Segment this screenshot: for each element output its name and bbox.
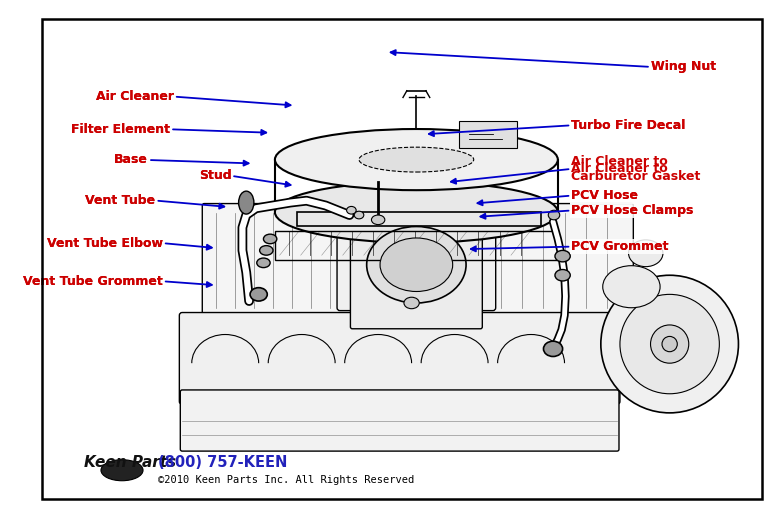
Ellipse shape: [354, 211, 363, 219]
FancyBboxPatch shape: [180, 390, 619, 451]
Ellipse shape: [628, 240, 663, 267]
Ellipse shape: [603, 266, 660, 308]
Ellipse shape: [544, 341, 563, 356]
Ellipse shape: [380, 238, 453, 292]
Ellipse shape: [275, 182, 557, 243]
Bar: [275, 231, 557, 260]
Text: Turbo Fire Decal: Turbo Fire Decal: [571, 119, 685, 132]
Text: Vent Tube Grommet: Vent Tube Grommet: [23, 275, 163, 288]
Text: Turbo Fire Decal: Turbo Fire Decal: [571, 119, 685, 132]
Text: Vent Tube Elbow: Vent Tube Elbow: [47, 237, 163, 250]
Text: Wing Nut: Wing Nut: [651, 61, 716, 74]
Text: Base: Base: [114, 153, 148, 166]
Ellipse shape: [367, 226, 466, 303]
Text: Air Cleaner to
Carburetor Gasket: Air Cleaner to Carburetor Gasket: [571, 155, 701, 183]
FancyBboxPatch shape: [179, 312, 620, 404]
Text: Air Cleaner: Air Cleaner: [96, 90, 174, 103]
Text: PCV Hose Clamps: PCV Hose Clamps: [571, 204, 694, 217]
Text: PCV Hose: PCV Hose: [571, 189, 638, 202]
Ellipse shape: [359, 147, 474, 172]
Ellipse shape: [662, 336, 678, 352]
Text: Wing Nut: Wing Nut: [651, 61, 716, 74]
Text: Vent Tube Grommet: Vent Tube Grommet: [23, 275, 163, 288]
Ellipse shape: [651, 325, 688, 363]
Bar: [297, 212, 541, 225]
Ellipse shape: [346, 207, 357, 214]
Ellipse shape: [555, 269, 571, 281]
FancyBboxPatch shape: [443, 204, 634, 318]
Ellipse shape: [101, 459, 143, 481]
Text: PCV Hose: PCV Hose: [571, 189, 638, 202]
Ellipse shape: [620, 294, 719, 394]
Text: Filter Element: Filter Element: [71, 123, 170, 136]
Ellipse shape: [256, 258, 270, 268]
Text: Air Cleaner to: Air Cleaner to: [571, 163, 668, 176]
Text: Base: Base: [114, 153, 148, 166]
Text: PCV Grommet: PCV Grommet: [571, 240, 669, 253]
Ellipse shape: [263, 234, 277, 243]
FancyBboxPatch shape: [203, 204, 354, 318]
Text: Keen Parts: Keen Parts: [84, 455, 176, 470]
Text: Vent Tube Elbow: Vent Tube Elbow: [47, 237, 163, 250]
Text: PCV Hose Clamps: PCV Hose Clamps: [571, 204, 694, 217]
Text: ©2010 Keen Parts Inc. All Rights Reserved: ©2010 Keen Parts Inc. All Rights Reserve…: [159, 475, 414, 485]
Text: Stud: Stud: [199, 169, 231, 182]
Text: Vent Tube: Vent Tube: [85, 194, 156, 207]
Text: (800) 757-KEEN: (800) 757-KEEN: [159, 455, 288, 470]
Text: Filter Element: Filter Element: [71, 123, 170, 136]
Bar: [460, 121, 517, 148]
Ellipse shape: [548, 210, 560, 220]
Ellipse shape: [239, 191, 254, 214]
Ellipse shape: [250, 287, 267, 301]
Text: Stud: Stud: [199, 169, 231, 182]
Text: Air Cleaner: Air Cleaner: [96, 90, 174, 103]
Ellipse shape: [555, 250, 571, 262]
Ellipse shape: [404, 297, 419, 309]
Text: Vent Tube: Vent Tube: [85, 194, 156, 207]
Ellipse shape: [275, 129, 557, 190]
Ellipse shape: [259, 246, 273, 255]
FancyBboxPatch shape: [350, 204, 482, 329]
FancyBboxPatch shape: [337, 228, 496, 311]
Ellipse shape: [371, 215, 385, 225]
Ellipse shape: [601, 275, 738, 413]
Text: PCV Grommet: PCV Grommet: [571, 240, 669, 253]
